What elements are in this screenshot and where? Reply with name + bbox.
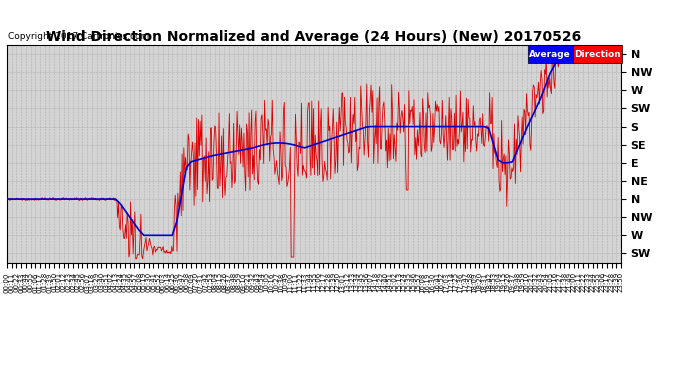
Text: Copyright 2017 Cartronics.com: Copyright 2017 Cartronics.com — [8, 32, 150, 41]
Title: Wind Direction Normalized and Average (24 Hours) (New) 20170526: Wind Direction Normalized and Average (2… — [46, 30, 582, 44]
Text: Average: Average — [529, 50, 571, 59]
Text: Direction: Direction — [574, 50, 621, 59]
